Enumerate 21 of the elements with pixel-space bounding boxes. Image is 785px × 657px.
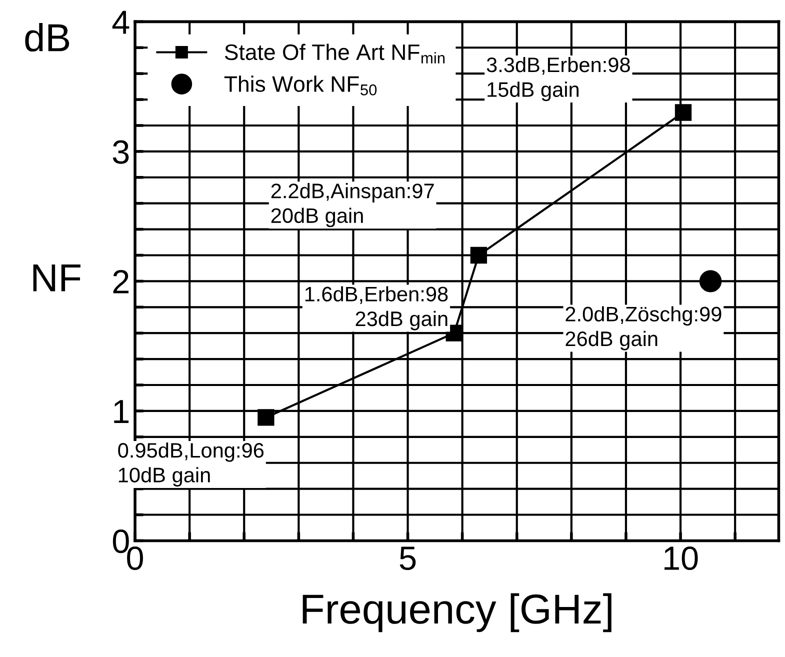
y-tick-label: 4 — [112, 10, 130, 34]
x-axis-title: Frequency [GHz] — [302, 593, 612, 632]
point — [258, 409, 274, 426]
text: dB — [25, 22, 70, 52]
point — [674, 104, 692, 121]
legend-label: State Of The Art NF$_{min}$ — [224, 44, 445, 64]
annotation: 3.3dB,Erben:98 15dB gain — [486, 56, 630, 102]
x-tick-label: 5 — [400, 546, 416, 570]
y-tick-label: 2 — [113, 270, 128, 294]
annotation: 0.95dB,Long:96 10dB gain — [118, 442, 264, 487]
point — [699, 270, 722, 292]
y-tick-label: 1 — [114, 400, 129, 424]
y-tick-label: 0 — [112, 530, 129, 554]
annotation: 2.2dB,Ainspan:97 20dB gain — [271, 183, 434, 228]
legend-label: This Work NF$_{50}$ — [224, 76, 377, 96]
x-tick-label: 10 — [664, 546, 698, 570]
annotation: 2.0dB,Zöschg:99 26dB gain — [566, 306, 722, 350]
y-axis-title: NF — [33, 264, 80, 292]
point — [470, 246, 488, 264]
annotation: 1.6dB,Erben:98 23dB gain — [305, 286, 448, 330]
y-tick-label: 3 — [112, 140, 129, 164]
